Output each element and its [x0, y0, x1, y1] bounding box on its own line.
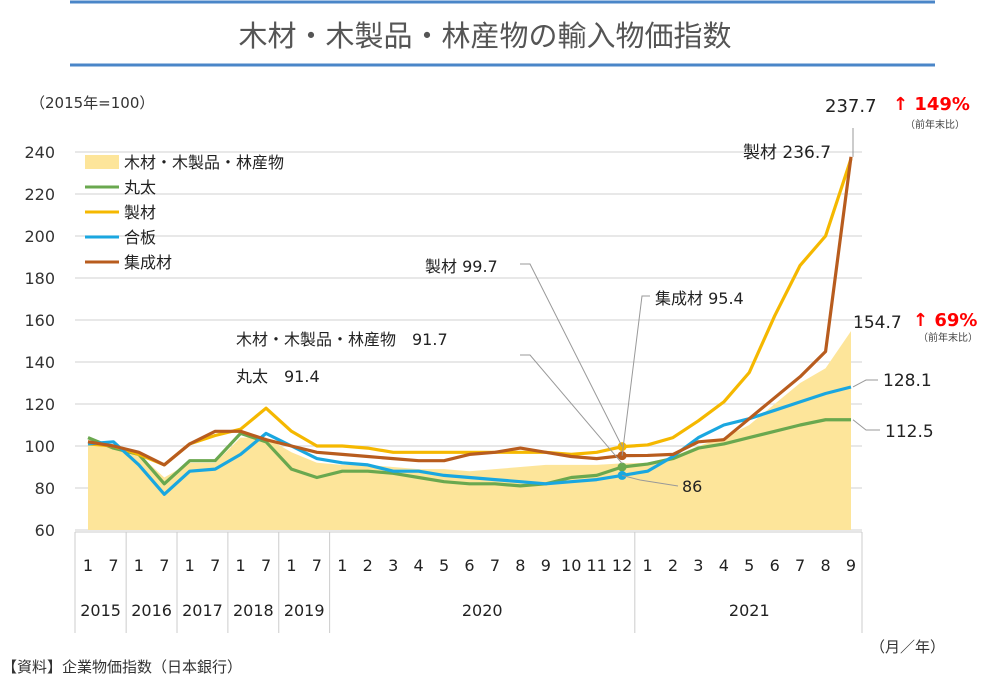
y-tick-label: 120 — [24, 395, 55, 414]
y-tick-label: 240 — [24, 143, 55, 162]
annotation-gohan_dec: 86 — [682, 477, 702, 496]
x-tick-label: 12 — [612, 556, 632, 575]
x-tick-label: 7 — [108, 556, 118, 575]
annotation-seizai_dec: 製材 99.7 — [425, 257, 498, 276]
annotation-shuseizai_last: 237.7 — [825, 96, 877, 117]
x-tick-label: 7 — [261, 556, 271, 575]
line-series-合板 — [87, 385, 852, 496]
legend-label: 合板 — [124, 228, 156, 247]
x-tick-label: 5 — [439, 556, 449, 575]
x-tick-label: 8 — [820, 556, 830, 575]
annotation-shuseizai_pct: ↑ 149% — [893, 94, 970, 115]
x-tick-label: 11 — [586, 556, 606, 575]
x-tick-label: 4 — [414, 556, 424, 575]
line-series-製材 — [87, 158, 853, 467]
x-tick-label: 1 — [134, 556, 144, 575]
x-tick-label: 1 — [185, 556, 195, 575]
x-tick-label: 2 — [668, 556, 678, 575]
annotation-maruta_last: 112.5 — [885, 422, 934, 442]
y-tick-label: 220 — [24, 185, 55, 204]
y-tick-label: 160 — [24, 311, 55, 330]
xaxis-unit-label: （月／年） — [870, 638, 945, 656]
y-tick-label: 80 — [35, 479, 55, 498]
annotation-shuseizai_dec: 集成材 95.4 — [655, 289, 744, 308]
chart-title: 木材・木製品・林産物の輸入物価指数 — [238, 19, 731, 53]
x-tick-label: 2 — [363, 556, 373, 575]
x-tick-label: 8 — [515, 556, 525, 575]
x-tick-label: 5 — [744, 556, 754, 575]
x-tick-label: 6 — [464, 556, 474, 575]
x-tick-label: 1 — [337, 556, 347, 575]
annotation-mokuzai_pct: ↑ 69% — [913, 310, 977, 331]
line-series-集成材 — [87, 156, 853, 467]
x-tick-label: 1 — [236, 556, 246, 575]
x-tick-label: 6 — [770, 556, 780, 575]
year-label: 2016 — [131, 601, 172, 620]
x-tick-label: 7 — [210, 556, 220, 575]
annotation-seizai_last: 製材 236.7 — [743, 143, 831, 163]
x-tick-label: 9 — [541, 556, 551, 575]
y-tick-label: 100 — [24, 437, 55, 456]
annotation-mokuzai_dec: 木材・木製品・林産物 91.7 — [236, 330, 448, 349]
x-tick-label: 3 — [388, 556, 398, 575]
point-marker — [617, 462, 627, 472]
x-tick-label: 7 — [795, 556, 805, 575]
x-tick-label: 7 — [490, 556, 500, 575]
x-tick-label: 1 — [83, 556, 93, 575]
year-label: 2021 — [729, 601, 770, 620]
leader-line — [520, 354, 623, 464]
annotation-yoy_note: （前年末比） — [905, 118, 965, 131]
unit-label: （2015年=100） — [30, 94, 154, 112]
y-tick-label: 60 — [35, 521, 55, 540]
area-series-木材・木製品・林産物 — [88, 331, 851, 530]
source-note: 【資料】企業物価指数（日本銀行） — [2, 658, 242, 676]
line-series-丸太 — [87, 418, 851, 488]
y-tick-label: 180 — [24, 269, 55, 288]
y-tick-label: 140 — [24, 353, 55, 372]
legend-label: 木材・木製品・林産物 — [124, 153, 284, 172]
x-tick-label: 10 — [561, 556, 581, 575]
year-label: 2019 — [284, 601, 325, 620]
leader-line — [520, 263, 623, 447]
x-tick-label: 3 — [693, 556, 703, 575]
year-label: 2020 — [462, 601, 503, 620]
annotation-yoy_note: （前年末比） — [918, 331, 978, 344]
annotation-mokuzai_last: 154.7 — [853, 313, 902, 333]
legend-swatch — [85, 155, 119, 169]
year-label: 2015 — [80, 601, 121, 620]
leader-line — [852, 379, 878, 388]
annotation-gohan_last: 128.1 — [883, 371, 932, 391]
annotation-maruta_dec: 丸太 91.4 — [236, 367, 320, 386]
legend-label: 製材 — [124, 203, 156, 222]
year-label: 2018 — [233, 601, 274, 620]
legend-label: 集成材 — [124, 253, 172, 272]
x-tick-label: 7 — [312, 556, 322, 575]
legend-label: 丸太 — [124, 178, 156, 197]
x-tick-label: 1 — [286, 556, 296, 575]
year-label: 2017 — [182, 601, 223, 620]
leader-line — [621, 295, 650, 456]
leader-line — [852, 419, 880, 431]
x-tick-label: 4 — [719, 556, 729, 575]
x-tick-label: 9 — [846, 556, 856, 575]
y-tick-label: 200 — [24, 227, 55, 246]
x-tick-label: 7 — [159, 556, 169, 575]
leader-line — [621, 474, 679, 487]
x-tick-label: 1 — [642, 556, 652, 575]
